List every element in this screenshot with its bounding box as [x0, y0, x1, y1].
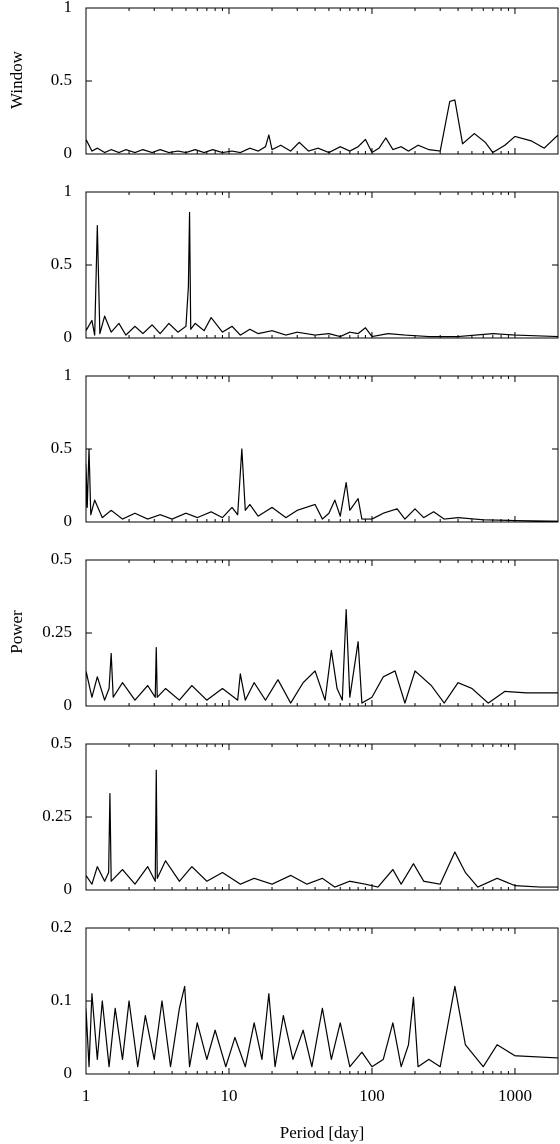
y-tick-label: 0: [64, 879, 73, 898]
y-tick-label: 0.5: [51, 733, 72, 752]
x-tick-label: 100: [359, 1086, 385, 1105]
y-axis-label: Window: [7, 50, 26, 109]
plot-frame: [85, 191, 559, 339]
series-line: [85, 769, 558, 888]
y-tick-label: 0.5: [51, 549, 72, 568]
series-line: [85, 448, 559, 522]
y-tick-label: 0: [64, 511, 73, 530]
y-tick-label: 1: [64, 0, 73, 16]
series-line: [85, 985, 559, 1068]
x-tick-label: 10: [220, 1086, 237, 1105]
x-tick-label: 1000: [498, 1086, 532, 1105]
y-tick-label: 0: [64, 327, 73, 346]
series-line: [85, 211, 559, 338]
series-line: [85, 99, 559, 154]
y-tick-label: 0: [64, 1063, 73, 1082]
plot-frame: [85, 7, 559, 155]
plot-frame: [85, 375, 559, 523]
y-tick-label: 0.5: [51, 70, 72, 89]
y-tick-label: 1: [64, 181, 73, 200]
y-tick-label: 0.2: [51, 917, 72, 936]
y-tick-label: 0.1: [51, 990, 72, 1009]
y-tick-label: 0.25: [42, 806, 72, 825]
y-tick-label: 0: [64, 695, 73, 714]
y-axis-label: Power: [7, 610, 26, 654]
y-tick-label: 0.5: [51, 254, 72, 273]
plot-frame: [85, 927, 559, 1075]
x-tick-label: 1: [82, 1086, 91, 1105]
y-tick-label: 0.25: [42, 622, 72, 641]
y-tick-label: 1: [64, 365, 73, 384]
y-tick-label: 0.5: [51, 438, 72, 457]
y-tick-label: 0: [64, 143, 73, 162]
x-axis-label: Period [day]: [280, 1123, 365, 1142]
series-line: [85, 609, 558, 704]
